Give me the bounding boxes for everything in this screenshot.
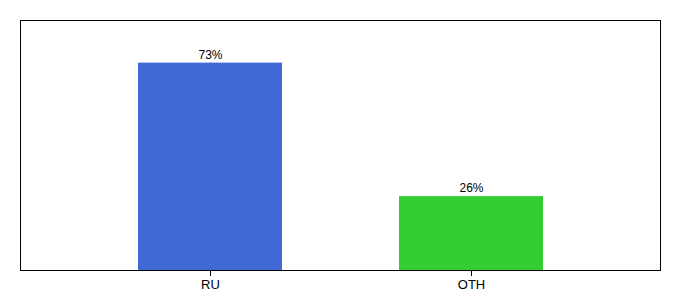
svg-text:73%: 73% [198,48,222,62]
svg-text:OTH: OTH [458,277,485,292]
svg-text:26%: 26% [459,181,483,195]
svg-text:RU: RU [201,277,220,292]
